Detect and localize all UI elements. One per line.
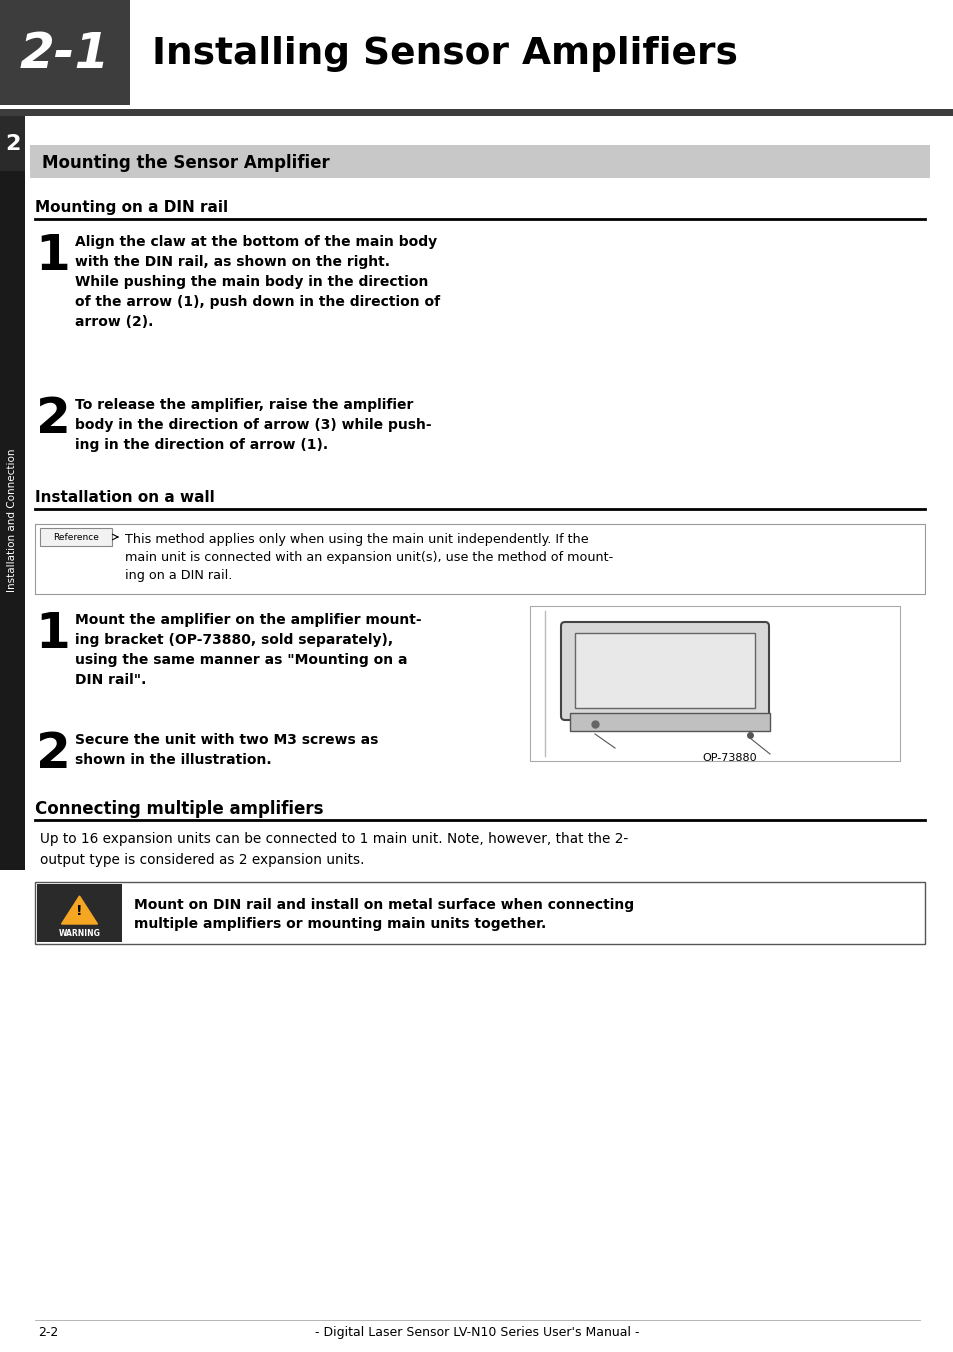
- Text: Secure the unit with two M3 screws as
shown in the illustration.: Secure the unit with two M3 screws as sh…: [75, 733, 378, 767]
- Text: Mounting on a DIN rail: Mounting on a DIN rail: [35, 200, 228, 215]
- Text: Reference: Reference: [53, 533, 99, 542]
- Text: To release the amplifier, raise the amplifier
body in the direction of arrow (3): To release the amplifier, raise the ampl…: [75, 397, 431, 452]
- Text: Align the claw at the bottom of the main body
with the DIN rail, as shown on the: Align the claw at the bottom of the main…: [75, 235, 439, 329]
- Polygon shape: [61, 896, 97, 923]
- Bar: [569, 713, 769, 731]
- Bar: [0, 0, 130, 105]
- Text: Mounting the Sensor Amplifier: Mounting the Sensor Amplifier: [42, 154, 330, 172]
- Text: 2-1: 2-1: [20, 31, 110, 78]
- Text: !: !: [76, 904, 83, 918]
- Bar: [37, 884, 122, 942]
- Text: 2: 2: [35, 395, 71, 443]
- Bar: [575, 633, 754, 708]
- Bar: [0, 116, 25, 170]
- Text: This method applies only when using the main unit independently. If the
main uni: This method applies only when using the …: [125, 533, 613, 581]
- Text: Installation and Connection: Installation and Connection: [8, 449, 17, 592]
- Text: 2: 2: [5, 134, 20, 154]
- Bar: [40, 529, 112, 546]
- Text: multiple amplifiers or mounting main units together.: multiple amplifiers or mounting main uni…: [133, 917, 546, 932]
- Bar: [35, 882, 924, 944]
- Bar: [35, 525, 924, 594]
- Text: WARNING: WARNING: [58, 930, 100, 938]
- Bar: [30, 145, 929, 178]
- Bar: [0, 110, 953, 116]
- Text: 1: 1: [35, 610, 71, 658]
- Text: Mount on DIN rail and install on metal surface when connecting: Mount on DIN rail and install on metal s…: [133, 898, 634, 913]
- Text: Connecting multiple amplifiers: Connecting multiple amplifiers: [35, 800, 323, 818]
- Bar: [0, 116, 25, 869]
- Text: - Digital Laser Sensor LV-N10 Series User's Manual -: - Digital Laser Sensor LV-N10 Series Use…: [314, 1326, 639, 1338]
- Text: 2: 2: [35, 730, 71, 777]
- Text: Mount the amplifier on the amplifier mount-
ing bracket (OP-73880, sold separate: Mount the amplifier on the amplifier mou…: [75, 612, 421, 687]
- Bar: [530, 606, 899, 761]
- Text: Up to 16 expansion units can be connected to 1 main unit. Note, however, that th: Up to 16 expansion units can be connecte…: [40, 831, 628, 867]
- Text: Installing Sensor Amplifiers: Installing Sensor Amplifiers: [152, 37, 737, 73]
- FancyBboxPatch shape: [560, 622, 768, 721]
- Text: 2-2: 2-2: [38, 1326, 58, 1338]
- Text: 1: 1: [35, 233, 71, 280]
- Text: OP-73880: OP-73880: [702, 753, 757, 763]
- Text: Installation on a wall: Installation on a wall: [35, 489, 214, 506]
